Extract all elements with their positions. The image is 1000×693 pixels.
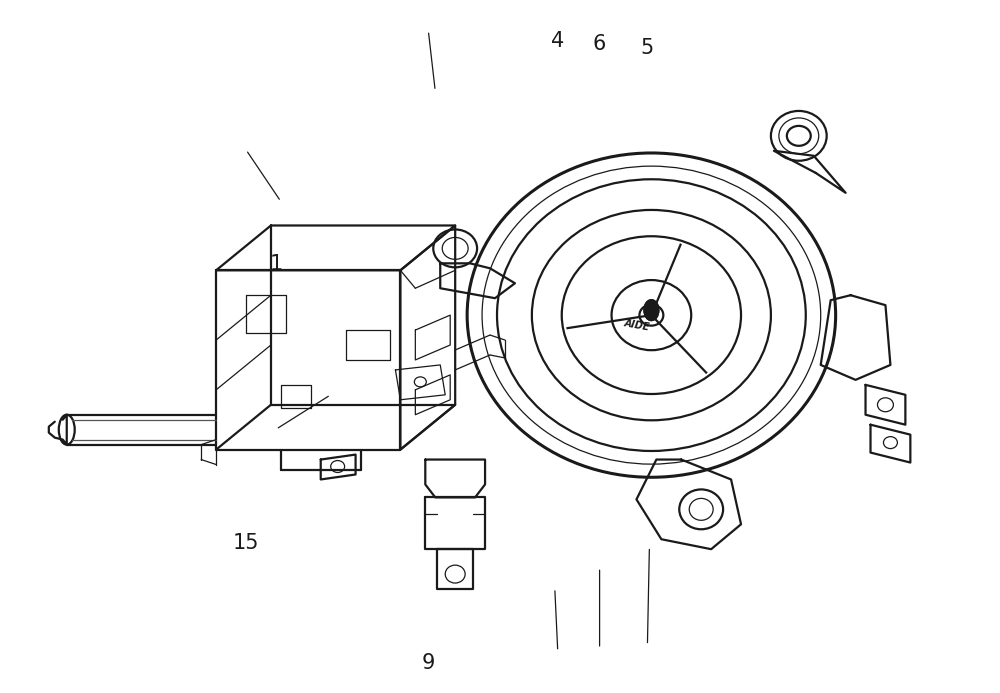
- Text: AIDE: AIDE: [623, 318, 650, 332]
- Text: 15: 15: [233, 533, 259, 553]
- Ellipse shape: [644, 300, 658, 320]
- Text: 1: 1: [269, 254, 283, 274]
- Text: 6: 6: [593, 34, 606, 54]
- Text: 9: 9: [422, 653, 435, 673]
- Text: 5: 5: [641, 37, 654, 58]
- Text: 4: 4: [551, 31, 564, 51]
